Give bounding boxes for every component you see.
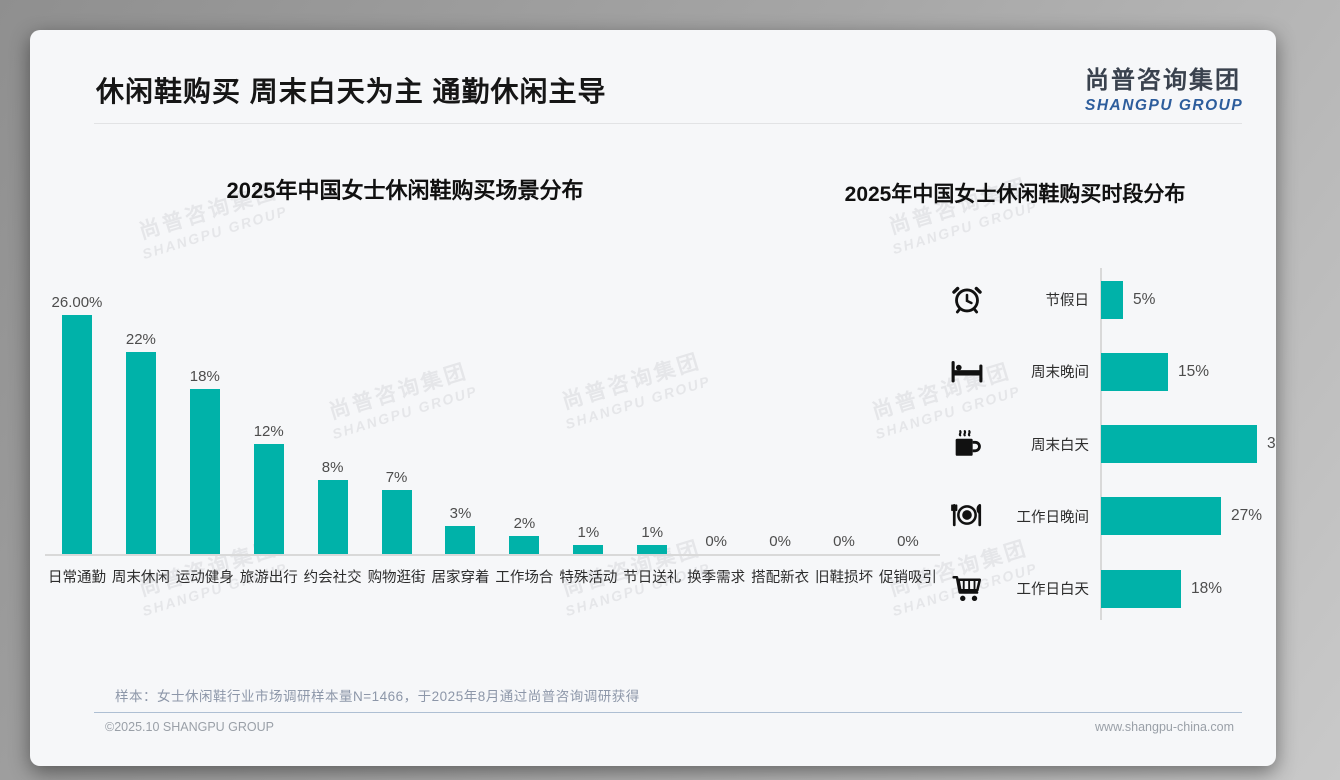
bar-column: 1% (620, 524, 684, 554)
bar-value-label: 35% (1267, 435, 1276, 452)
bar (125, 352, 156, 554)
bar-value-label: 18% (189, 368, 220, 385)
bar-column: 0% (812, 533, 876, 554)
brand-logo-english: SHANGPU GROUP (1085, 97, 1244, 114)
bar-column: 3% (429, 505, 493, 554)
bar (381, 490, 412, 554)
time-row: 周末白天 35% (935, 425, 1276, 463)
bar (317, 480, 348, 554)
bar-category-label: 周末休闲 (111, 570, 170, 586)
bar-category-label: 购物逛街 (367, 570, 426, 586)
bar-category-label: 促销吸引 (878, 570, 937, 586)
time-row: 工作日白天 18% (935, 569, 1223, 608)
bar-category-label: 约会社交 (303, 570, 362, 586)
bar-category-label: 换季需求 (687, 570, 746, 586)
time-row: 周末晚间 15% (935, 352, 1210, 391)
bar-column: 18% (173, 368, 237, 554)
time-category-label: 周末晚间 (1031, 365, 1089, 382)
bar-value-label: 7% (385, 469, 408, 486)
page-title: 休闲鞋购买 周末白天为主 通勤休闲主导 (96, 76, 607, 107)
time-row: 工作日晚间 27% (935, 497, 1263, 536)
coffee-icon (950, 426, 986, 462)
bar-column: 7% (365, 469, 429, 554)
bar (253, 444, 284, 554)
bar (573, 545, 604, 554)
bar-category-label: 特殊活动 (559, 570, 618, 586)
bar (1101, 352, 1168, 391)
bar-value-label: 0% (769, 533, 791, 550)
bar-category-label: 居家穿着 (431, 570, 490, 586)
bar-column: 22% (109, 331, 173, 554)
bar-value-label: 12% (253, 423, 284, 440)
time-category-label: 节假日 (1045, 293, 1090, 309)
bar-value-label: 18% (1191, 579, 1223, 597)
bar-value-label: 1% (641, 524, 664, 541)
brand-watermark-english: SHANGPU GROUP (140, 202, 290, 263)
copyright-text: ©2025.10 SHANGPU GROUP (105, 720, 274, 734)
bar-column: 8% (301, 459, 365, 554)
time-chart-title: 2025年中国女士休闲鞋购买时段分布 (844, 183, 1186, 206)
time-category-label: 工作日白天 (1016, 582, 1090, 598)
bar-category-label: 运动健身 (175, 570, 234, 586)
time-category-label: 工作日晚间 (1016, 509, 1090, 526)
bar-value-label: 0% (705, 533, 728, 550)
bar-value-label: 1% (577, 524, 600, 541)
shopping-cart-icon (950, 571, 986, 607)
title-divider (94, 123, 1242, 124)
bar-value-label: 26.00% (51, 294, 103, 311)
scene-chart-axis (45, 554, 940, 556)
bar (1101, 425, 1257, 463)
bar-category-label: 旧鞋损坏 (815, 570, 874, 586)
website-url: www.shangpu-china.com (1095, 720, 1234, 734)
bar (61, 315, 92, 554)
bar-value-label: 5% (1133, 290, 1156, 308)
bar-column: 0% (876, 533, 940, 554)
bar-column: 1% (556, 524, 620, 554)
bar-value-label: 2% (513, 515, 536, 532)
bar-value-label: 27% (1231, 507, 1263, 525)
sample-note: 样本：女士休闲鞋行业市场调研样本量N=1466，于2025年8月通过尚普咨询调研… (115, 689, 640, 704)
bar-column: 12% (237, 423, 301, 554)
bar-value-label: 3% (449, 505, 472, 522)
scene-chart-category-row: 日常通勤 周末休闲 运动健身 旅游出行 约会社交 购物逛街 居家穿着 工作场合 特殊活动 节日送礼… (45, 566, 940, 587)
bar-column: 0% (748, 533, 812, 554)
time-row: 节假日 5% (935, 280, 1156, 319)
dining-icon (950, 498, 986, 534)
bar (189, 389, 220, 554)
bar (1101, 497, 1221, 536)
brand-logo-chinese: 尚普咨询集团 (1085, 67, 1241, 94)
alarm-clock-icon (950, 282, 986, 318)
bar-value-label: 0% (897, 533, 919, 550)
report-slide: 尚普咨询集团 SHANGPU GROUP 尚普咨询集团 SHANGPU GROUP 尚普… (30, 30, 1276, 766)
bar (445, 526, 476, 554)
bar-column: 2% (492, 515, 556, 554)
bed-icon (950, 354, 986, 390)
bar-value-label: 15% (1178, 362, 1210, 380)
bar-value-label: 8% (321, 459, 344, 476)
time-category-label: 周末白天 (1031, 437, 1089, 454)
bar-category-label: 工作场合 (495, 570, 554, 586)
scene-bar-chart: 26.00% 22% 18% 12% 8% 7% 3% 2% 1% 1% 0% 0% 0% 0% (45, 270, 940, 554)
bar-category-label: 节日送礼 (623, 570, 682, 586)
bar-value-label: 0% (833, 533, 855, 550)
bar-column: 0% (684, 533, 748, 554)
brand-logo: 尚普咨询集团 SHANGPU GROUP (1085, 60, 1245, 115)
bar-category-label: 日常通勤 (47, 570, 106, 586)
bar-category-label: 搭配新衣 (751, 570, 810, 586)
scene-chart-title: 2025年中国女士休闲鞋购买场景分布 (226, 178, 584, 203)
bar (1101, 569, 1181, 608)
footer-divider (94, 712, 1242, 713)
bar (637, 545, 668, 554)
bar (509, 536, 540, 554)
bar (1101, 280, 1123, 319)
bar-column: 26.00% (45, 294, 109, 554)
bar-category-label: 旅游出行 (239, 570, 298, 586)
bar-value-label: 22% (125, 331, 156, 348)
